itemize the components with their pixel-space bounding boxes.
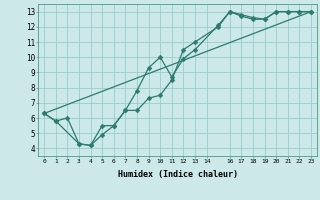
X-axis label: Humidex (Indice chaleur): Humidex (Indice chaleur) — [118, 170, 238, 179]
